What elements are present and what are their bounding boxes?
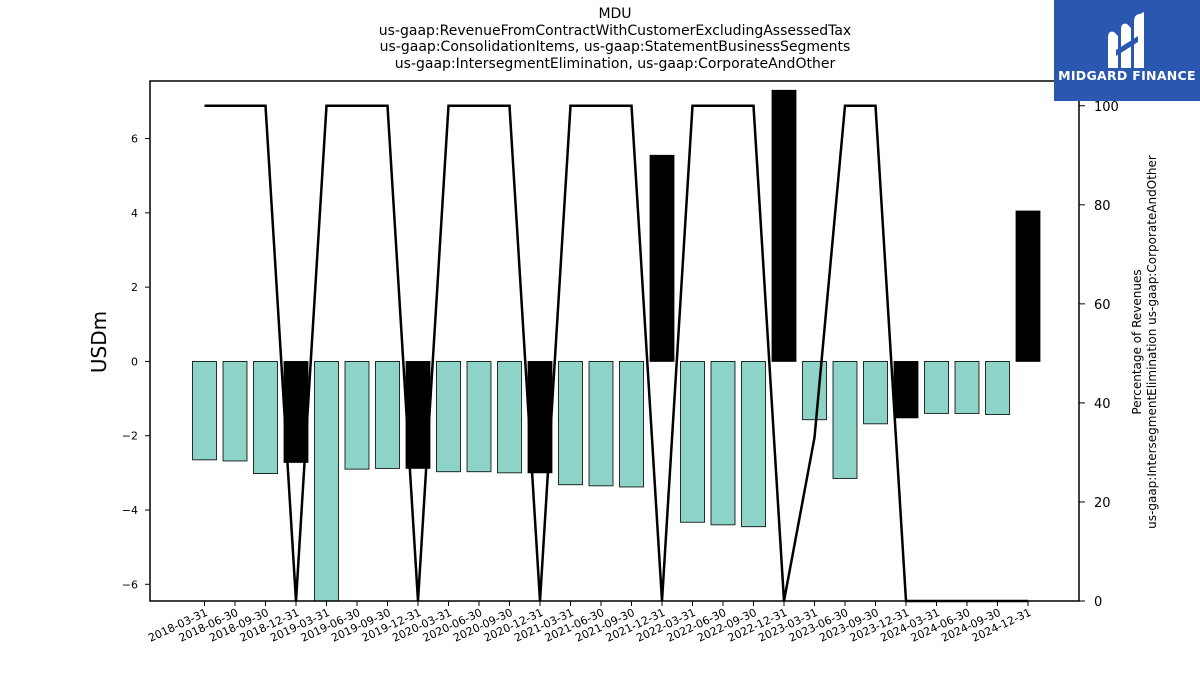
y-tick-label: −4 bbox=[122, 504, 138, 517]
y2-tick-label: 60 bbox=[1094, 298, 1111, 313]
left-y-ticks: 6 4 2 0 −2 −4 −6 bbox=[122, 133, 150, 591]
y2-tick-label: 80 bbox=[1094, 199, 1111, 214]
y2-axis-label-line1: Percentage of Revenues bbox=[1130, 269, 1144, 414]
x-ticks: 2018-03-312018-06-302018-09-302018-12-31… bbox=[146, 601, 1033, 645]
y2-tick-label: 40 bbox=[1094, 397, 1111, 412]
bar bbox=[344, 361, 370, 470]
y-axis-label: USDm bbox=[87, 311, 111, 373]
bar bbox=[192, 361, 217, 461]
bar bbox=[893, 361, 919, 419]
midgard-logo-icon bbox=[1108, 12, 1144, 69]
title-line-2: us-gaap:RevenueFromContractWithCustomerE… bbox=[378, 22, 852, 39]
bar bbox=[497, 361, 522, 474]
bar bbox=[985, 361, 1010, 415]
y-tick-label: 4 bbox=[131, 207, 138, 220]
chart-title: MDU us-gaap:RevenueFromContractWithCusto… bbox=[330, 6, 900, 72]
bar bbox=[863, 361, 888, 425]
bar bbox=[253, 361, 278, 474]
title-line-1: MDU bbox=[598, 6, 632, 22]
bar bbox=[375, 361, 400, 469]
bar bbox=[832, 361, 858, 479]
right-y-ticks: 0 20 40 60 80 100 bbox=[1079, 100, 1119, 610]
bar bbox=[588, 361, 614, 487]
bar bbox=[680, 361, 705, 523]
bar bbox=[466, 361, 492, 473]
bar-series bbox=[192, 89, 1041, 602]
bar bbox=[771, 89, 797, 362]
bar bbox=[741, 361, 766, 528]
bar bbox=[1015, 210, 1041, 362]
axes bbox=[149, 80, 1080, 602]
title-line-3: us-gaap:ConsolidationItems, us-gaap:Stat… bbox=[379, 39, 851, 55]
bar bbox=[710, 361, 736, 526]
y-tick-label: −2 bbox=[122, 430, 138, 443]
title-line-4: us-gaap:IntersegmentElimination, us-gaap… bbox=[394, 55, 836, 72]
brand-badge: MIDGARD FINANCE bbox=[1054, 0, 1200, 101]
y2-tick-label: 0 bbox=[1094, 595, 1102, 610]
y-tick-label: 2 bbox=[131, 281, 138, 294]
y2-tick-label: 20 bbox=[1094, 496, 1111, 511]
y-tick-label: 6 bbox=[131, 133, 138, 146]
plot-frame bbox=[149, 80, 1080, 602]
bar bbox=[558, 361, 583, 486]
bar bbox=[405, 361, 431, 469]
bar bbox=[436, 361, 461, 473]
bar bbox=[283, 361, 309, 463]
bar bbox=[619, 361, 644, 488]
bar bbox=[649, 154, 675, 362]
y2-tick-label: 100 bbox=[1094, 100, 1119, 115]
bar bbox=[222, 361, 248, 462]
y-tick-label: 0 bbox=[131, 355, 138, 368]
bar bbox=[802, 361, 827, 421]
y-tick-label: −6 bbox=[122, 578, 138, 591]
bar bbox=[954, 361, 980, 414]
percentage-line-series bbox=[204, 104, 1028, 603]
y2-axis-label-line2: us-gaap:IntersegmentElimination us-gaap:… bbox=[1145, 155, 1159, 529]
brand-name: MIDGARD FINANCE bbox=[1058, 68, 1196, 83]
bar bbox=[924, 361, 949, 414]
series-line bbox=[204, 104, 1028, 603]
bar bbox=[314, 361, 339, 602]
